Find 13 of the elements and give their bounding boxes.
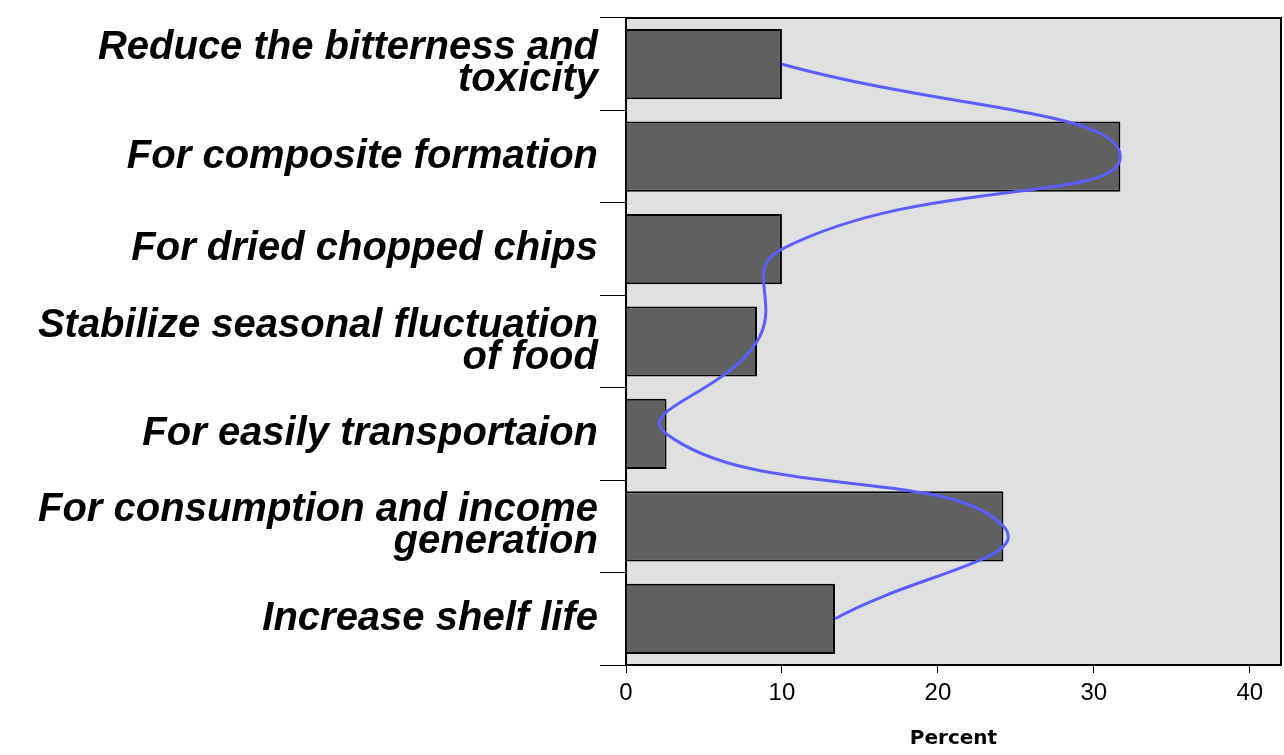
y-tick-label: For easily transportaion <box>142 408 598 453</box>
x-tick-label: 0 <box>619 678 633 706</box>
y-tick-label: For composite formation <box>126 131 598 176</box>
y-tick-label: For dried chopped chips <box>131 224 598 269</box>
x-axis-title: Percent <box>909 725 998 750</box>
x-tick-label: 30 <box>1080 678 1108 706</box>
x-tick-label: 40 <box>1236 678 1264 706</box>
y-tick-label: Reduce the bitterness and toxicity <box>97 23 600 100</box>
x-tick-label: 20 <box>924 678 952 706</box>
y-tick-label: For consumption and income generation <box>37 485 598 562</box>
y-tick-label: Increase shelf life <box>262 593 598 638</box>
y-tick-label: Stabilize seasonal fluctuation of food <box>37 300 600 377</box>
x-tick-label: 10 <box>768 678 796 706</box>
